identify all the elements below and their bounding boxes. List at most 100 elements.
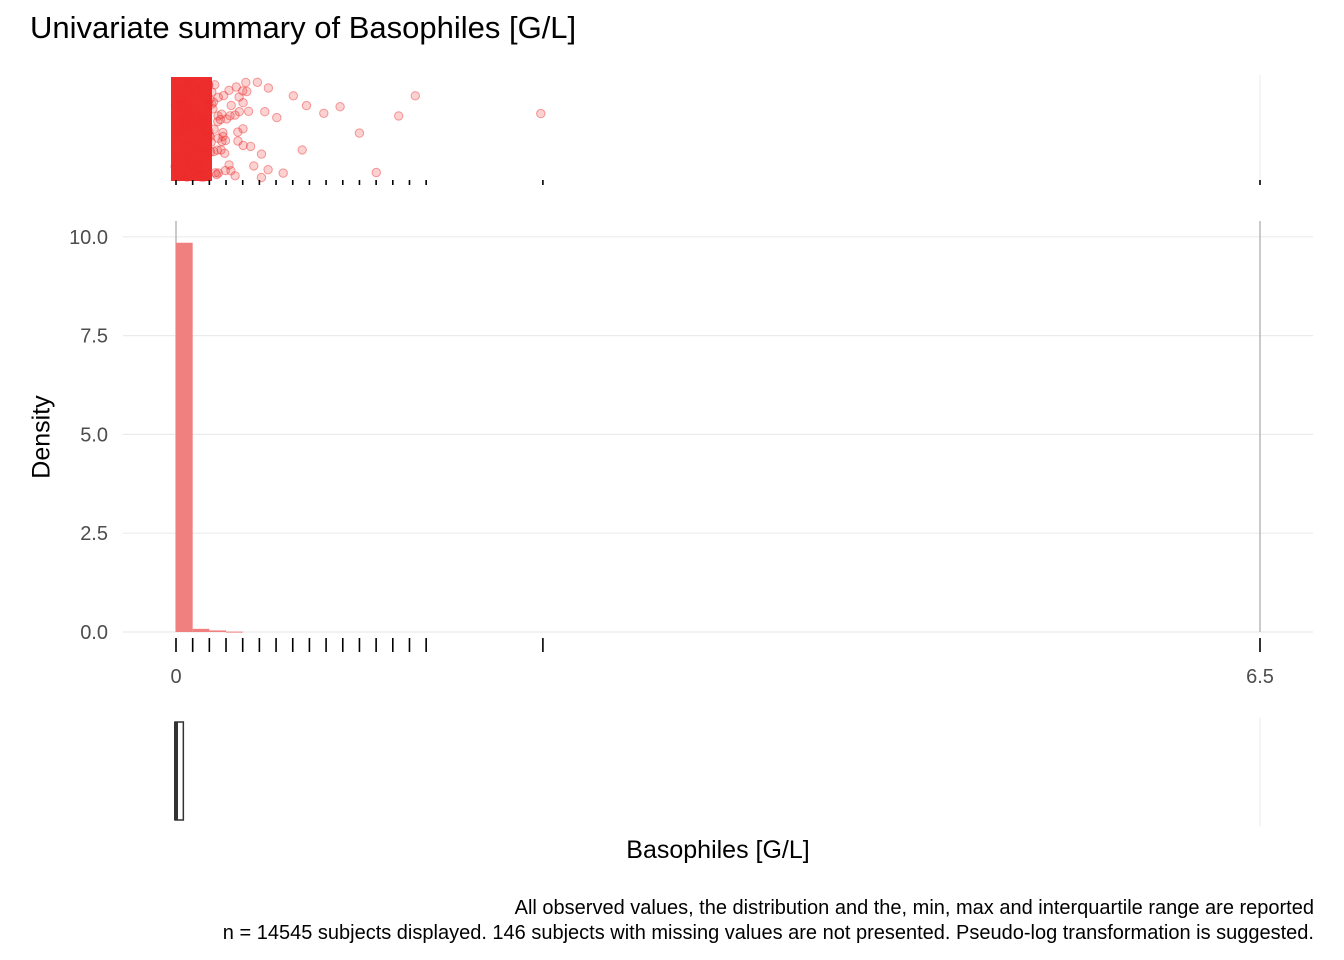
jitter-point <box>272 112 282 123</box>
jitter-point <box>226 100 236 111</box>
jitter-point <box>177 110 187 121</box>
jitter-point <box>205 131 215 142</box>
jitter-point <box>245 141 256 152</box>
jitter-point <box>256 149 267 159</box>
jitter-point <box>220 135 231 146</box>
jitter-point <box>196 170 206 180</box>
jitter-point <box>215 114 226 125</box>
jitter-point <box>188 160 199 171</box>
y-tick-label: 10.0 <box>69 227 108 249</box>
jitter-point <box>197 112 207 123</box>
jitter-point <box>170 161 180 172</box>
jitter-point <box>204 130 214 140</box>
jitter-point <box>243 106 254 117</box>
jitter-point <box>173 116 183 127</box>
jitter-point <box>186 157 196 167</box>
jitter-point <box>177 100 188 110</box>
jitter-point <box>224 160 234 170</box>
jitter-point <box>176 162 186 172</box>
jitter-point <box>234 92 244 102</box>
histogram-bar <box>209 630 227 632</box>
jitter-point <box>194 117 205 128</box>
jitter-point <box>200 146 210 157</box>
jitter-point <box>170 100 181 111</box>
jitter-point <box>197 142 207 152</box>
jitter-point <box>175 92 186 102</box>
jitter-point <box>216 145 226 155</box>
jitter-point <box>204 98 214 109</box>
jitter-point <box>181 119 191 129</box>
jitter-point <box>179 86 189 96</box>
jitter-point <box>175 151 186 161</box>
caption-line-1: All observed values, the distribution an… <box>514 897 1314 919</box>
jitter-point <box>301 100 312 111</box>
jitter-point <box>217 109 227 119</box>
jitter-point <box>242 86 252 97</box>
jitter-point <box>197 156 207 167</box>
jitter-point <box>226 166 236 176</box>
jitter-point <box>410 91 420 101</box>
jitter-point <box>220 165 231 176</box>
jitter-point <box>182 90 193 100</box>
jitter-point <box>200 93 211 103</box>
jitter-point <box>218 131 228 142</box>
jitter-point <box>183 169 193 179</box>
jitter-point <box>198 114 209 125</box>
jitter-point <box>190 87 201 98</box>
jitter-point <box>187 111 197 121</box>
jitter-point <box>171 152 182 162</box>
jitter-point <box>218 127 228 138</box>
jitter-point <box>188 149 198 160</box>
jitter-point <box>206 137 216 148</box>
jitter-point <box>187 77 198 87</box>
jitter-point <box>188 124 198 134</box>
jitter-point <box>182 115 193 125</box>
jitter-point <box>198 117 209 127</box>
jitter-point <box>175 130 186 140</box>
jitter-point <box>180 139 191 149</box>
jitter-point <box>187 144 198 154</box>
jitter-point <box>278 168 288 178</box>
jitter-point <box>177 104 187 114</box>
jitter-point <box>184 153 194 163</box>
jitter-point <box>224 85 234 96</box>
jitter-point <box>210 80 220 90</box>
y-tick-label: 0.0 <box>80 622 108 644</box>
jitter-point <box>185 79 195 89</box>
jitter-dense-points <box>171 77 212 181</box>
x-axis-label: Basophiles [G/L] <box>626 836 810 864</box>
y-tick-label: 7.5 <box>80 326 108 348</box>
jitter-point <box>188 157 198 167</box>
y-axis-label: Density <box>27 395 56 479</box>
jitter-point <box>186 161 196 171</box>
jitter-point <box>234 107 245 117</box>
x-tick-label: 6.5 <box>1246 666 1274 688</box>
jitter-point <box>241 77 251 88</box>
jitter-point <box>238 124 248 134</box>
histogram-bar <box>226 631 243 633</box>
jitter-point <box>198 119 208 130</box>
jitter-point <box>263 83 274 93</box>
jitter-point <box>191 117 201 127</box>
jitter-point <box>198 114 208 125</box>
jitter-point <box>200 164 210 174</box>
jitter-point <box>202 148 212 158</box>
jitter-point <box>179 95 189 105</box>
jitter-point <box>252 77 263 88</box>
jitter-point <box>180 157 191 168</box>
jitter-point <box>394 111 404 121</box>
jitter-point <box>201 115 212 125</box>
jitter-panel <box>170 75 1261 185</box>
jitter-point <box>186 122 197 132</box>
jitter-point <box>217 136 227 147</box>
x-tick-label: 0 <box>170 666 181 688</box>
jitter-point <box>249 161 259 171</box>
jitter-point <box>175 166 185 176</box>
jitter-point <box>185 170 195 180</box>
jitter-point <box>200 93 210 103</box>
jitter-point <box>233 136 243 146</box>
jitter-point <box>179 100 190 110</box>
jitter-point <box>335 102 345 112</box>
jitter-point <box>208 104 218 114</box>
jitter-point <box>181 140 191 150</box>
